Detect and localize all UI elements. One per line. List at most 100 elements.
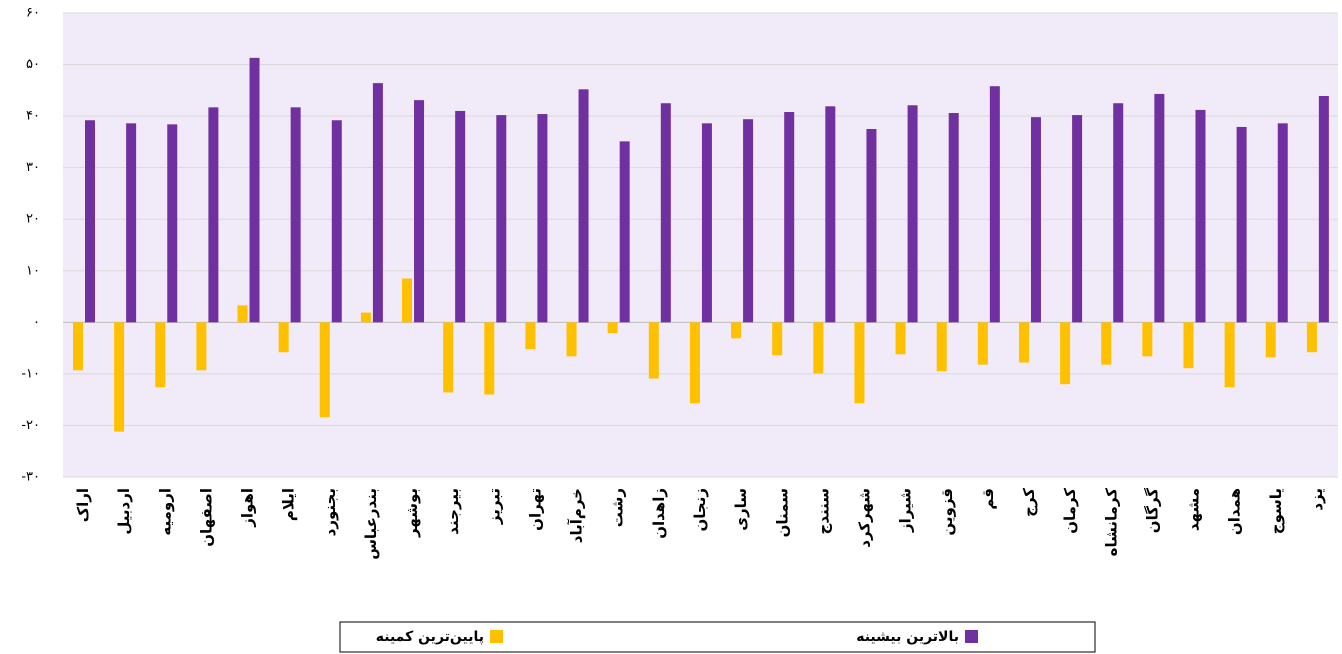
plot-area <box>63 13 1338 477</box>
bar <box>948 113 959 323</box>
x-tick-label: گرگان <box>1143 488 1161 533</box>
y-tick-label: -۱۰ <box>21 366 40 381</box>
bar <box>689 322 700 404</box>
bar <box>1265 322 1276 358</box>
x-tick-label: ساری <box>732 488 750 531</box>
x-tick-label: تبریز <box>485 488 503 525</box>
x-tick-label: اهواز <box>239 488 257 528</box>
x-tick-label: مشهد <box>1185 488 1203 531</box>
bar <box>484 322 495 395</box>
y-tick-label: ۵۰ <box>26 57 40 72</box>
x-tick-label: بندرعباس <box>362 488 380 560</box>
bar <box>360 312 371 323</box>
bar <box>866 129 877 323</box>
y-tick-label: ۱۰ <box>26 263 40 278</box>
bar <box>155 322 166 388</box>
bar <box>73 322 83 371</box>
bar <box>237 305 248 323</box>
bar <box>619 141 630 323</box>
bar <box>402 278 413 323</box>
bar <box>278 322 289 353</box>
x-tick-label: قم <box>979 488 997 510</box>
bar <box>537 114 548 323</box>
x-tick-label: سمنان <box>773 488 791 537</box>
x-tick-label: کرمان <box>1061 488 1079 534</box>
bar <box>1318 96 1329 323</box>
bar <box>372 83 383 323</box>
bar <box>525 322 536 350</box>
x-tick-label: یاسوج <box>1267 488 1285 534</box>
bar <box>772 322 783 356</box>
bar <box>784 111 795 323</box>
x-tick-label: تهران <box>526 488 544 531</box>
legend-swatch <box>490 630 503 643</box>
x-tick-label: زاهدان <box>650 488 668 539</box>
x-tick-label: ایلام <box>280 488 298 521</box>
bar <box>1224 322 1235 388</box>
bar <box>1113 103 1124 323</box>
bar <box>114 322 125 432</box>
bar <box>208 107 219 323</box>
bar <box>607 322 618 334</box>
x-tick-label: زنجان <box>691 488 709 532</box>
bar <box>578 89 589 323</box>
legend-swatch <box>965 630 978 643</box>
y-tick-label: ۶۰ <box>26 6 40 21</box>
bar <box>813 322 824 374</box>
x-tick-label: بیرجند <box>444 488 462 535</box>
bar <box>977 322 988 365</box>
bar <box>1306 322 1317 353</box>
x-tick-label: کرج <box>1020 488 1038 517</box>
bar <box>1072 115 1083 323</box>
x-tick-label: یزد <box>1308 488 1326 511</box>
bar <box>743 119 754 323</box>
y-tick-label: -۳۰ <box>21 470 40 485</box>
bar <box>907 105 918 323</box>
bar <box>1236 126 1247 323</box>
bar <box>1277 123 1288 323</box>
bar <box>1154 93 1165 323</box>
bar <box>414 100 425 323</box>
bar <box>660 103 671 323</box>
x-tick-label: اردبیل <box>115 488 133 535</box>
x-tick-label: شهرکرد <box>856 488 874 548</box>
bar <box>290 107 301 323</box>
x-tick-label: همدان <box>1226 488 1244 535</box>
bar <box>455 110 466 323</box>
x-tick-label: سنندج <box>814 488 832 534</box>
x-tick-label: ارومیه <box>156 488 174 536</box>
y-tick-label: ۴۰ <box>26 109 40 124</box>
x-tick-label: بجنورد <box>321 488 339 536</box>
bar <box>731 322 742 339</box>
x-tick-label: خرم‌آباد <box>568 488 586 543</box>
y-tick-label: ۳۰ <box>26 160 40 175</box>
bar <box>989 86 1000 323</box>
bar <box>1183 322 1194 369</box>
bar <box>249 57 260 323</box>
bar <box>825 106 836 323</box>
bar <box>566 322 577 357</box>
x-tick-label: اراک <box>74 488 92 522</box>
legend-label: پایین‌ترین کمینه <box>376 629 484 645</box>
bar <box>895 322 906 355</box>
bar <box>319 322 330 418</box>
x-tick-label: بوشهر <box>403 488 421 538</box>
x-tick-label: قزوین <box>938 488 956 536</box>
bar <box>196 322 207 371</box>
y-tick-label: ۰ <box>33 315 40 330</box>
x-tick-label: کرمانشاه <box>1102 488 1120 557</box>
bar <box>648 322 659 379</box>
y-tick-label: -۲۰ <box>21 418 40 433</box>
bar <box>701 123 712 323</box>
legend-label: بالاترین بیشینه <box>856 629 959 645</box>
bar <box>936 322 947 372</box>
bar <box>854 322 865 404</box>
bar <box>1060 322 1071 385</box>
bar <box>1018 322 1029 363</box>
bar <box>331 120 342 323</box>
bar <box>85 120 95 323</box>
bar <box>126 123 137 323</box>
bar <box>1142 322 1153 357</box>
bar <box>496 115 507 323</box>
bar <box>1101 322 1112 365</box>
